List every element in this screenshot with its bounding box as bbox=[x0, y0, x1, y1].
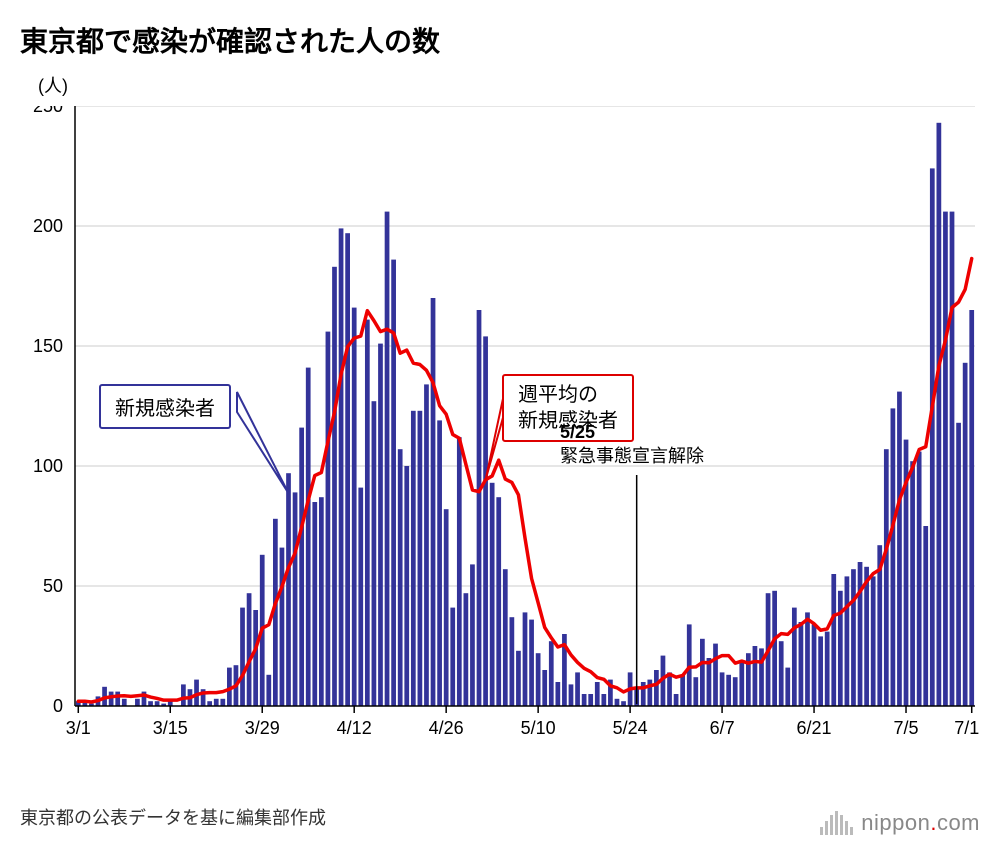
svg-text:5/24: 5/24 bbox=[613, 718, 648, 738]
callout-bar-series: 新規感染者 bbox=[99, 384, 231, 429]
chart-svg: 0 50 100 150 200 250 3/1 3/15 3/29 4/12 4/26 5/10 5/… bbox=[20, 106, 980, 766]
y-axis-label: (人) bbox=[38, 72, 980, 98]
svg-text:5/10: 5/10 bbox=[521, 718, 556, 738]
callout-bar-text: 新規感染者 bbox=[115, 398, 215, 420]
svg-text:50: 50 bbox=[43, 576, 63, 596]
chart-title: 東京都で感染が確認された人の数 bbox=[20, 20, 980, 60]
annotation-date: 5/25 bbox=[560, 422, 595, 442]
logo-text: nippon.com bbox=[861, 810, 980, 836]
logo-bars-icon bbox=[820, 811, 853, 835]
callout-line-text1: 週平均の bbox=[518, 384, 598, 406]
svg-text:200: 200 bbox=[33, 216, 63, 236]
svg-text:3/1: 3/1 bbox=[66, 718, 91, 738]
annotation-text: 緊急事態宣言解除 bbox=[560, 446, 704, 466]
svg-text:250: 250 bbox=[33, 106, 63, 116]
svg-text:4/12: 4/12 bbox=[337, 718, 372, 738]
source-caption: 東京都の公表データを基に編集部作成 bbox=[20, 804, 326, 830]
svg-text:3/15: 3/15 bbox=[153, 718, 188, 738]
svg-text:7/15: 7/15 bbox=[954, 718, 980, 738]
svg-text:0: 0 bbox=[53, 696, 63, 716]
svg-text:6/7: 6/7 bbox=[710, 718, 735, 738]
svg-text:7/5: 7/5 bbox=[894, 718, 919, 738]
chart-area: 0 50 100 150 200 250 3/1 3/15 3/29 4/12 4/26 5/10 5/… bbox=[20, 106, 980, 766]
annotation-state-of-emergency: 5/25 緊急事態宣言解除 bbox=[560, 420, 704, 469]
svg-text:3/29: 3/29 bbox=[245, 718, 280, 738]
svg-text:150: 150 bbox=[33, 336, 63, 356]
nippon-logo: nippon.com bbox=[820, 810, 980, 836]
svg-text:6/21: 6/21 bbox=[797, 718, 832, 738]
svg-text:100: 100 bbox=[33, 456, 63, 476]
svg-text:4/26: 4/26 bbox=[429, 718, 464, 738]
